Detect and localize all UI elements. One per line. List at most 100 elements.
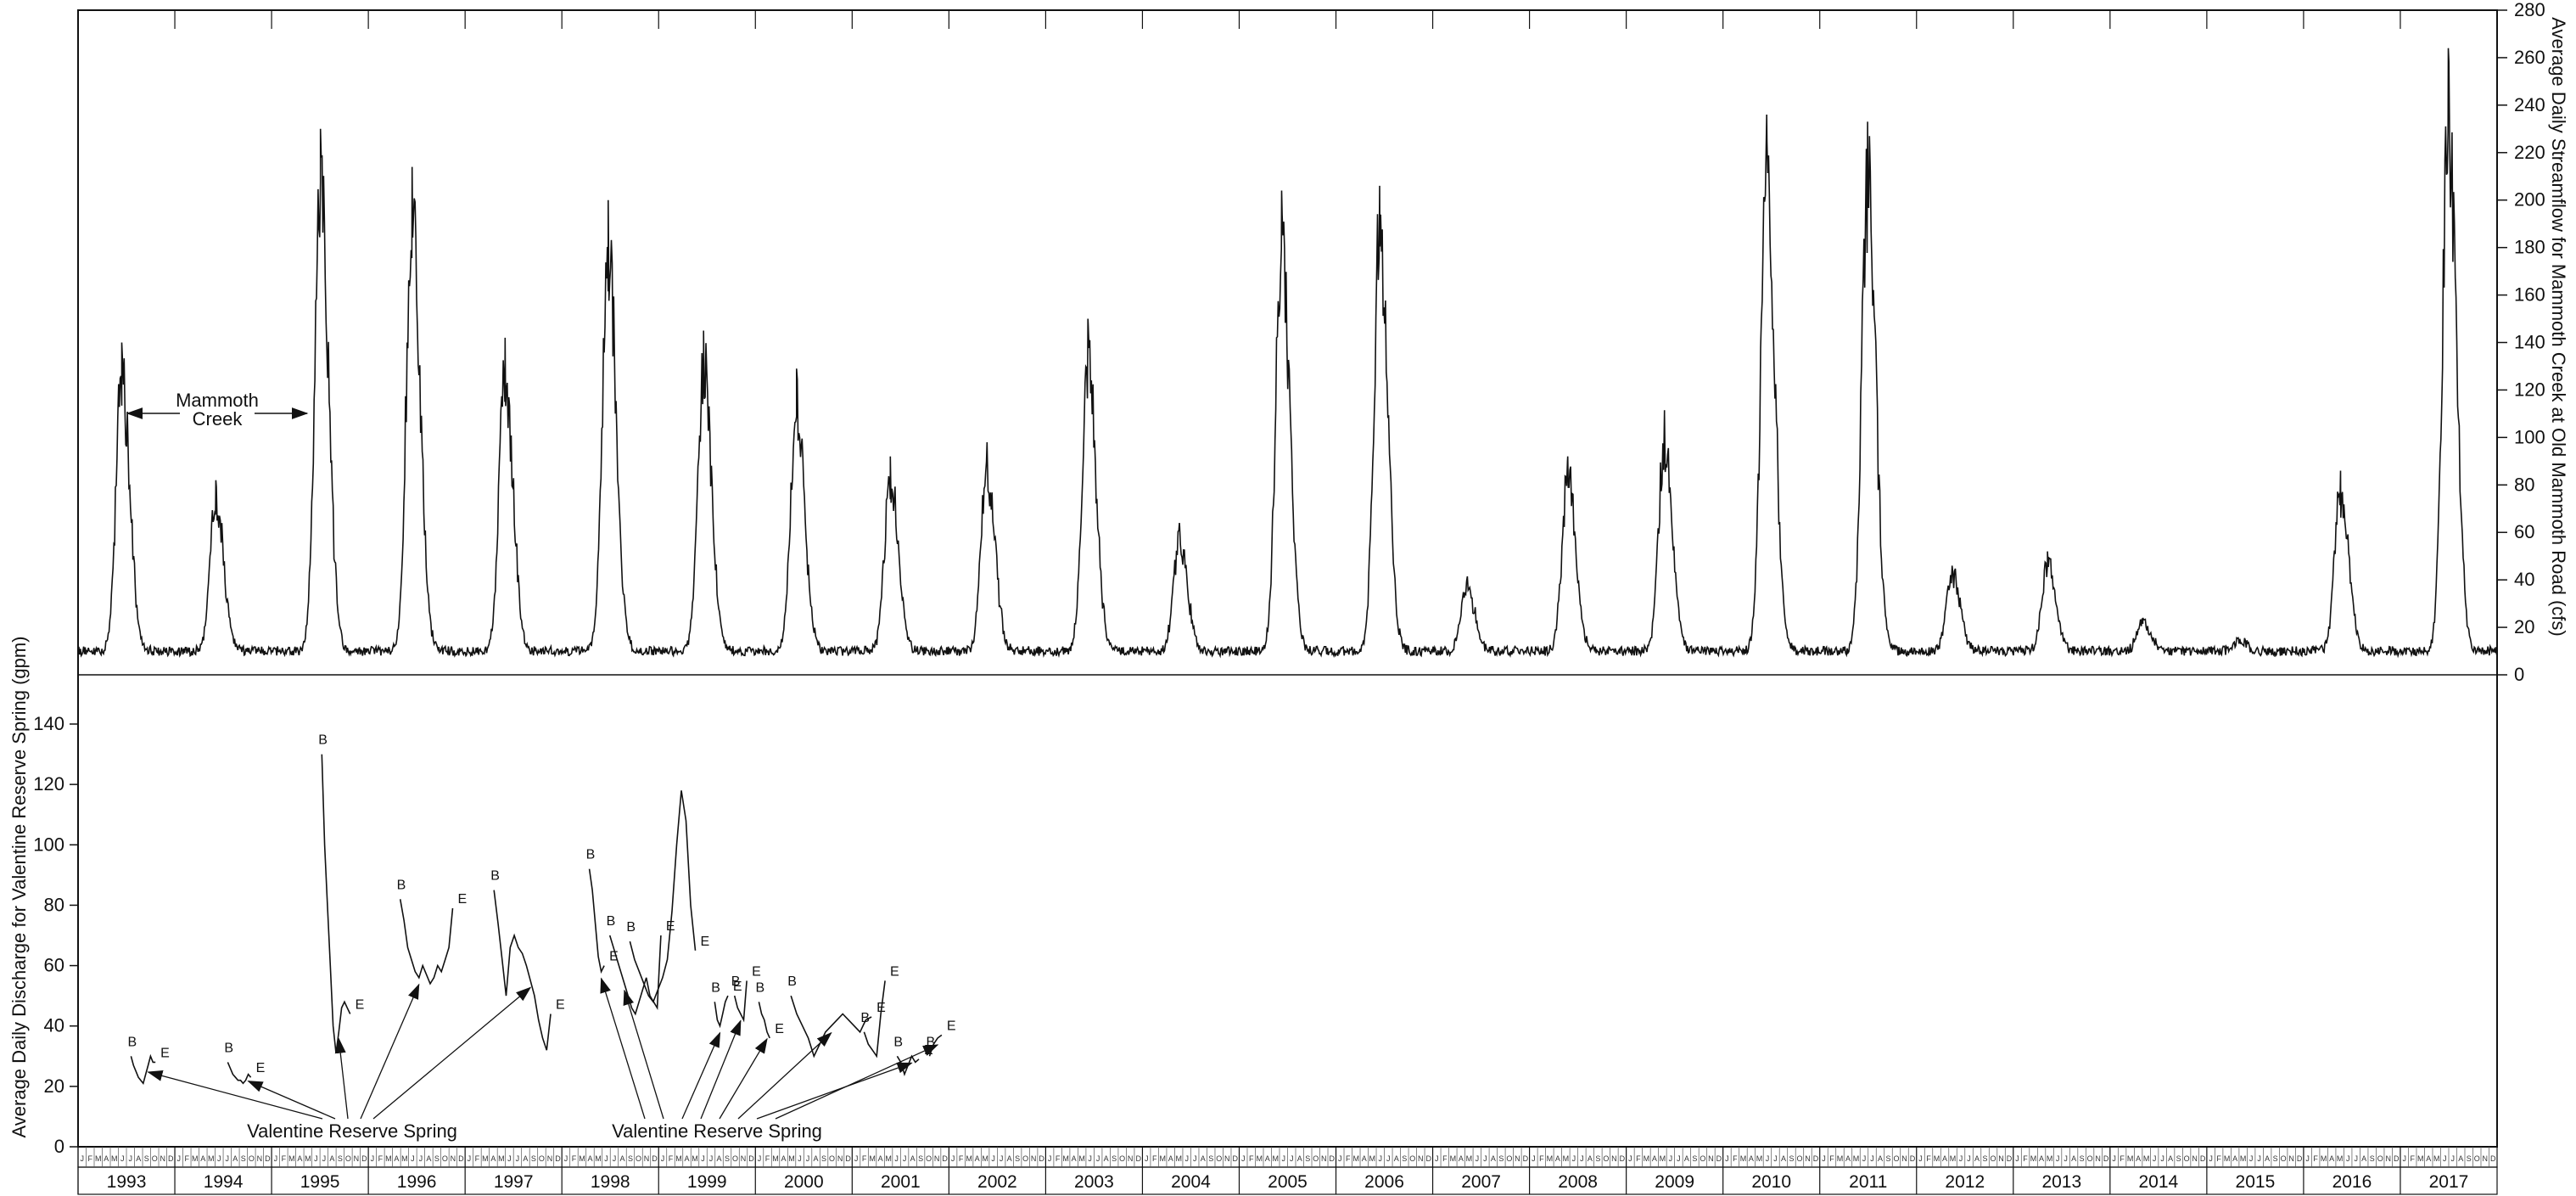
month-label: J [798,1154,802,1163]
spring-segment-line [758,1002,770,1039]
month-label: S [144,1154,149,1163]
month-label: A [1845,1154,1851,1163]
month-label: A [104,1154,109,1163]
spring-arrow [360,983,420,1120]
month-label: J [371,1154,375,1163]
month-label: J [2209,1154,2213,1163]
month-label: O [1506,1154,1512,1163]
segment-begin-marker: B [927,1035,936,1049]
month-label: A [2361,1154,2366,1163]
month-label: M [2127,1154,2134,1163]
month-label: D [748,1154,754,1163]
month-label: A [2136,1154,2141,1163]
year-label: 2005 [1268,1172,1308,1192]
month-label: J [1088,1154,1092,1163]
month-label: A [1878,1154,1883,1163]
month-label: S [2080,1154,2085,1163]
month-label: A [1007,1154,1012,1163]
month-label: S [1402,1154,1407,1163]
month-label: S [1692,1154,1697,1163]
month-label: J [217,1154,221,1163]
month-label: J [758,1154,762,1163]
month-label: F [2023,1154,2028,1163]
year-label: 2006 [1364,1172,1404,1192]
month-label: J [419,1154,423,1163]
month-label: F [765,1154,770,1163]
month-label: J [2153,1154,2157,1163]
month-label: A [1684,1154,1689,1163]
spring-arrow [775,1044,939,1120]
month-label: J [2249,1154,2254,1163]
month-label: D [2297,1154,2303,1163]
spring-segment-line [588,868,605,974]
month-label: F [1539,1154,1544,1163]
month-label: O [345,1154,351,1163]
month-label: M [1256,1154,1263,1163]
month-label: O [1893,1154,1899,1163]
month-label: M [1660,1154,1666,1163]
year-label: 1999 [687,1172,727,1192]
month-label: M [2433,1154,2440,1163]
month-label: A [2168,1154,2173,1163]
month-label: J [1435,1154,1439,1163]
month-label: A [1588,1154,1593,1163]
month-label: A [781,1154,787,1163]
segment-end-marker: E [701,935,710,949]
month-label: M [675,1154,682,1163]
month-label: F [282,1154,287,1163]
month-label: A [1652,1154,1657,1163]
month-label: O [636,1154,641,1163]
month-label: S [1015,1154,1020,1163]
mammoth-label-line1: Mammoth [176,390,259,411]
month-label: A [2329,1154,2334,1163]
month-label: F [1249,1154,1254,1163]
month-label: N [1708,1154,1714,1163]
month-label: D [555,1154,561,1163]
month-label: J [1677,1154,1681,1163]
spring-arrow [700,1019,742,1120]
month-label: M [2321,1154,2327,1163]
month-label: M [111,1154,118,1163]
spring-segment-line [130,1053,156,1086]
month-label: D [845,1154,851,1163]
month-label: M [401,1154,408,1163]
discharge-tick-label: 0 [54,1136,64,1157]
month-label: N [547,1154,553,1163]
year-label: 2014 [2139,1172,2179,1192]
month-label: J [1048,1154,1052,1163]
year-label: 2015 [2236,1172,2276,1192]
month-label: N [354,1154,360,1163]
month-label: J [1386,1154,1391,1163]
month-label: A [1942,1154,1947,1163]
month-label: M [579,1154,585,1163]
month-label: J [2160,1154,2164,1163]
month-label: N [451,1154,456,1163]
month-label: M [1837,1154,1844,1163]
month-label: A [1555,1154,1560,1163]
month-label: A [2265,1154,2270,1163]
month-label: F [2410,1154,2415,1163]
year-label: 2000 [784,1172,824,1192]
year-label: 1994 [204,1172,244,1192]
month-label: O [1022,1154,1028,1163]
month-label: J [1241,1154,1246,1163]
month-label: M [1950,1154,1957,1163]
month-label: J [2305,1154,2310,1163]
spring-label-right: Valentine Reserve Spring [612,1120,822,1142]
month-label: D [1910,1154,1916,1163]
plot-border [77,9,2498,1148]
month-label: N [837,1154,843,1163]
month-label: J [604,1154,608,1163]
month-label: J [2257,1154,2261,1163]
month-label: D [2103,1154,2109,1163]
month-label: J [1193,1154,1197,1163]
month-label: D [1135,1154,1141,1163]
spring-segment-line [227,1062,252,1085]
streamflow-tick-label: 260 [2514,47,2545,68]
month-label: J [1870,1154,1874,1163]
segment-begin-marker: B [860,1011,870,1025]
month-label: F [1636,1154,1641,1163]
month-label: M [1353,1154,1360,1163]
month-label: D [361,1154,367,1163]
month-label: O [249,1154,255,1163]
